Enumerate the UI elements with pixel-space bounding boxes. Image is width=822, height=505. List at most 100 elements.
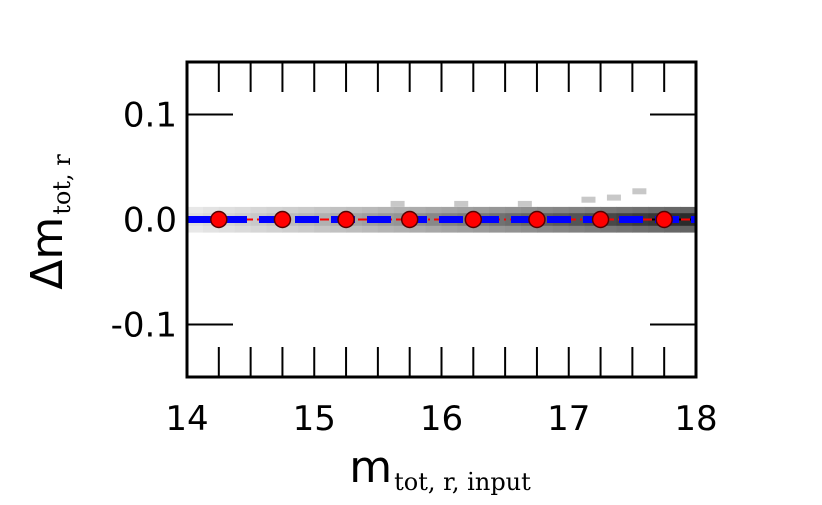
density-cell [250, 213, 268, 220]
density-cell [187, 225, 204, 233]
density-cell [266, 206, 283, 214]
density-cell [521, 206, 538, 214]
density-cell [314, 213, 331, 220]
density-cell [473, 206, 490, 214]
density-cell [441, 206, 458, 214]
density-cell [632, 206, 649, 214]
density-cell [664, 206, 681, 214]
density-cell [664, 225, 681, 233]
density-cell [346, 225, 363, 233]
red-point [337, 210, 355, 229]
density-cell [632, 225, 649, 233]
red-point [655, 210, 673, 229]
density-cell [489, 225, 506, 233]
density-cell [568, 225, 586, 233]
x-axis-label-sub: tot, r, input [394, 468, 531, 496]
red-point [591, 210, 610, 229]
density-cell [282, 225, 299, 233]
density-cell [282, 206, 299, 214]
density-cell [680, 225, 697, 233]
density-cell [600, 225, 617, 233]
density-cell [648, 225, 665, 233]
density-cell [330, 225, 347, 233]
density-cell [298, 206, 315, 214]
density-heatmap [187, 188, 697, 233]
y-axis-label-sub: tot, r [48, 154, 76, 215]
density-cell [282, 219, 299, 227]
density-cell [393, 225, 411, 233]
density-cell [234, 206, 252, 214]
y-tick-label: 0.1 [123, 96, 177, 136]
y-axis-label: Δmtot, r [22, 154, 76, 290]
density-cell [409, 225, 427, 233]
x-tick-label: 18 [674, 399, 717, 439]
density-cell [606, 194, 621, 201]
x-tick-label: 14 [165, 399, 208, 439]
density-cell [457, 206, 474, 214]
density-cell [568, 206, 586, 214]
density-cell [536, 225, 554, 233]
density-cell [250, 219, 268, 227]
density-cell [457, 225, 474, 233]
density-cell [568, 213, 586, 220]
density-cell [552, 206, 570, 214]
density-cell [536, 219, 554, 227]
density-cell [616, 225, 633, 233]
density-cell [361, 206, 379, 214]
x-axis-label-main: m [349, 442, 392, 493]
density-cell [218, 206, 236, 214]
density-cell [425, 206, 442, 214]
density-cell [218, 225, 236, 233]
density-cell [648, 206, 665, 214]
red-point [464, 210, 483, 229]
density-cell [680, 219, 697, 227]
x-tick-label: 16 [420, 399, 463, 439]
density-cell [568, 219, 586, 227]
density-cell [250, 225, 268, 233]
density-cell [234, 225, 252, 233]
density-cell [584, 206, 602, 214]
density-cell [441, 225, 458, 233]
density-cell [425, 225, 442, 233]
y-axis-label-main: Δm [22, 217, 73, 290]
density-cell [314, 225, 331, 233]
y-tick-label: -0.1 [111, 306, 177, 346]
density-cell [346, 206, 363, 214]
density-cell [680, 206, 697, 214]
plot-frame [185, 60, 698, 379]
x-tick-label: 15 [293, 399, 336, 439]
red-point [210, 210, 228, 229]
density-cell [377, 225, 395, 233]
density-cell [581, 196, 596, 203]
density-cell [314, 219, 331, 227]
density-cell [505, 225, 522, 233]
density-cell [473, 225, 490, 233]
density-cell [202, 225, 220, 233]
density-cell [521, 225, 538, 233]
density-cell [584, 225, 602, 233]
density-cell [425, 219, 442, 227]
density-cell [536, 206, 554, 214]
data-series [187, 210, 696, 229]
density-cell [632, 188, 647, 195]
density-cell [552, 225, 570, 233]
density-cell [298, 225, 315, 233]
density-cell [600, 219, 617, 227]
density-cell [616, 206, 633, 214]
density-cell [361, 225, 379, 233]
y-tick-label: 0.0 [123, 201, 177, 241]
density-cell [202, 206, 220, 214]
x-axis-label: mtot, r, input [349, 442, 531, 496]
density-cell [250, 206, 268, 214]
density-cell [600, 206, 617, 214]
density-cell [187, 206, 204, 214]
density-cell [489, 206, 506, 214]
density-cell [680, 213, 697, 220]
x-tick-label: 17 [547, 399, 590, 439]
density-cell [425, 213, 442, 220]
density-cell [517, 200, 532, 207]
density-cell [505, 206, 522, 214]
density-cell [377, 206, 395, 214]
red-point [400, 210, 419, 229]
